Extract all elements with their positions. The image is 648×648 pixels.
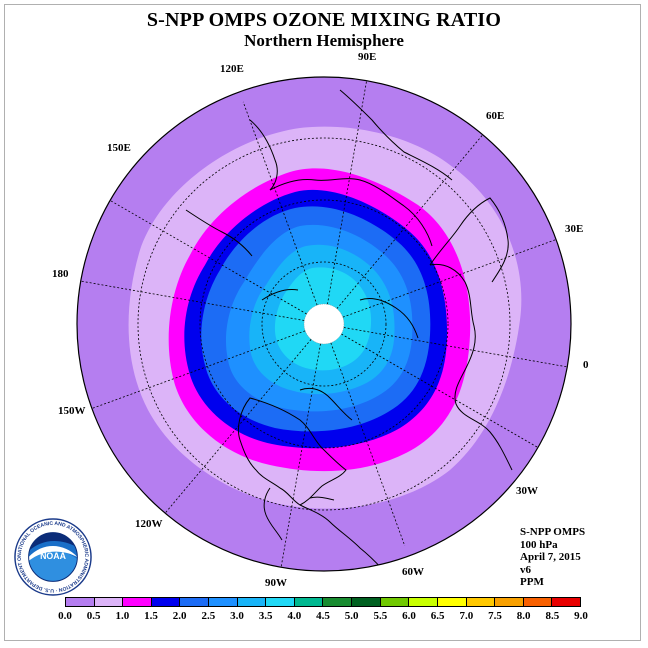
colorbar-tick-label: 1.0 bbox=[115, 610, 130, 622]
colorbar-swatch bbox=[495, 598, 524, 606]
info-date: April 7, 2015 bbox=[520, 551, 581, 563]
colorbar-tick-label: 7.5 bbox=[488, 610, 502, 622]
lon-label-120e: 120E bbox=[220, 63, 244, 75]
coastlines bbox=[185, 89, 513, 571]
lon-label-30w: 30W bbox=[516, 485, 538, 497]
lon-label-90e: 90E bbox=[358, 51, 377, 63]
colorbar-swatch bbox=[123, 598, 152, 606]
colorbar-swatch bbox=[266, 598, 295, 606]
colorbar-tick-label: 6.5 bbox=[430, 610, 445, 622]
graticule bbox=[80, 80, 568, 568]
info-instrument: S-NPP OMPS bbox=[520, 526, 586, 538]
lon-label-150w: 150W bbox=[58, 405, 86, 417]
info-level: 100 hPa bbox=[520, 538, 558, 551]
colorbar-swatch bbox=[294, 598, 324, 606]
colorbar-tick-label: 1.5 bbox=[144, 610, 158, 622]
noaa-logo: NATIONAL OCEANIC AND ATMOSPHERIC ADMINIS… bbox=[14, 518, 92, 596]
colorbar-tick-label: 2.0 bbox=[172, 610, 187, 622]
colorbar-swatch bbox=[409, 598, 438, 606]
info-units: PPM bbox=[520, 576, 544, 588]
colorbar-swatch bbox=[94, 598, 124, 606]
colorbar-tick-label: 4.5 bbox=[316, 610, 330, 622]
missing-data-polar-cap bbox=[303, 303, 345, 345]
colorbar-swatch bbox=[466, 598, 496, 606]
lon-label-120w: 120W bbox=[135, 518, 163, 530]
colorbar-tick-label: 8.0 bbox=[516, 610, 531, 622]
colorbar-tick-label: 6.0 bbox=[402, 610, 416, 622]
colorbar-tick-label: 0.0 bbox=[58, 610, 72, 622]
lon-label-180: 180 bbox=[52, 268, 69, 280]
colorbar-tick-label: 5.0 bbox=[344, 610, 359, 622]
lon-label-60w: 60W bbox=[402, 566, 424, 578]
info-block: S-NPP OMPS 100 hPa April 7, 2015 v6 PPM bbox=[520, 526, 585, 589]
map-subtitle: Northern Hemisphere bbox=[244, 31, 404, 50]
colorbar-tick-label: 7.0 bbox=[459, 610, 474, 622]
map-title: S-NPP OMPS OZONE MIXING RATIO bbox=[146, 9, 502, 31]
colorbar-swatch bbox=[437, 598, 467, 606]
colorbar-swatch bbox=[323, 598, 353, 606]
colorbar-swatch bbox=[380, 598, 410, 606]
colorbar-swatch bbox=[523, 598, 553, 606]
lon-label-0: 0 bbox=[583, 359, 589, 371]
lon-label-90w: 90W bbox=[265, 577, 287, 589]
colorbar-tick-label: 2.5 bbox=[201, 610, 216, 622]
colorbar-tick-label: 4.0 bbox=[287, 610, 302, 622]
lon-label-150e: 150E bbox=[107, 142, 131, 154]
colorbar-swatch bbox=[151, 598, 181, 606]
colorbar-tick-label: 8.5 bbox=[545, 610, 560, 622]
colorbar-tick-label: 9.0 bbox=[574, 610, 588, 622]
colorbar-tick-label: 5.5 bbox=[373, 610, 388, 622]
info-version: v6 bbox=[520, 563, 531, 576]
colorbar-tick-label: 3.0 bbox=[230, 610, 244, 622]
colorbar-swatch bbox=[66, 598, 95, 606]
lon-label-60e: 60E bbox=[486, 110, 505, 122]
colorbar-swatch bbox=[180, 598, 210, 606]
lon-label-30e: 30E bbox=[565, 223, 584, 235]
colorbar-tick-label: 0.5 bbox=[86, 610, 101, 622]
colorbar-swatch bbox=[352, 598, 381, 606]
colorbar bbox=[65, 597, 581, 607]
image-frame bbox=[4, 4, 641, 641]
colorbar-tick-label: 3.5 bbox=[258, 610, 273, 622]
colorbar-swatch bbox=[237, 598, 267, 606]
map-boundary bbox=[76, 76, 572, 572]
colorbar-swatch bbox=[552, 598, 580, 606]
noaa-logo-text: NOAA bbox=[40, 551, 66, 561]
colorbar-swatch bbox=[209, 598, 238, 606]
